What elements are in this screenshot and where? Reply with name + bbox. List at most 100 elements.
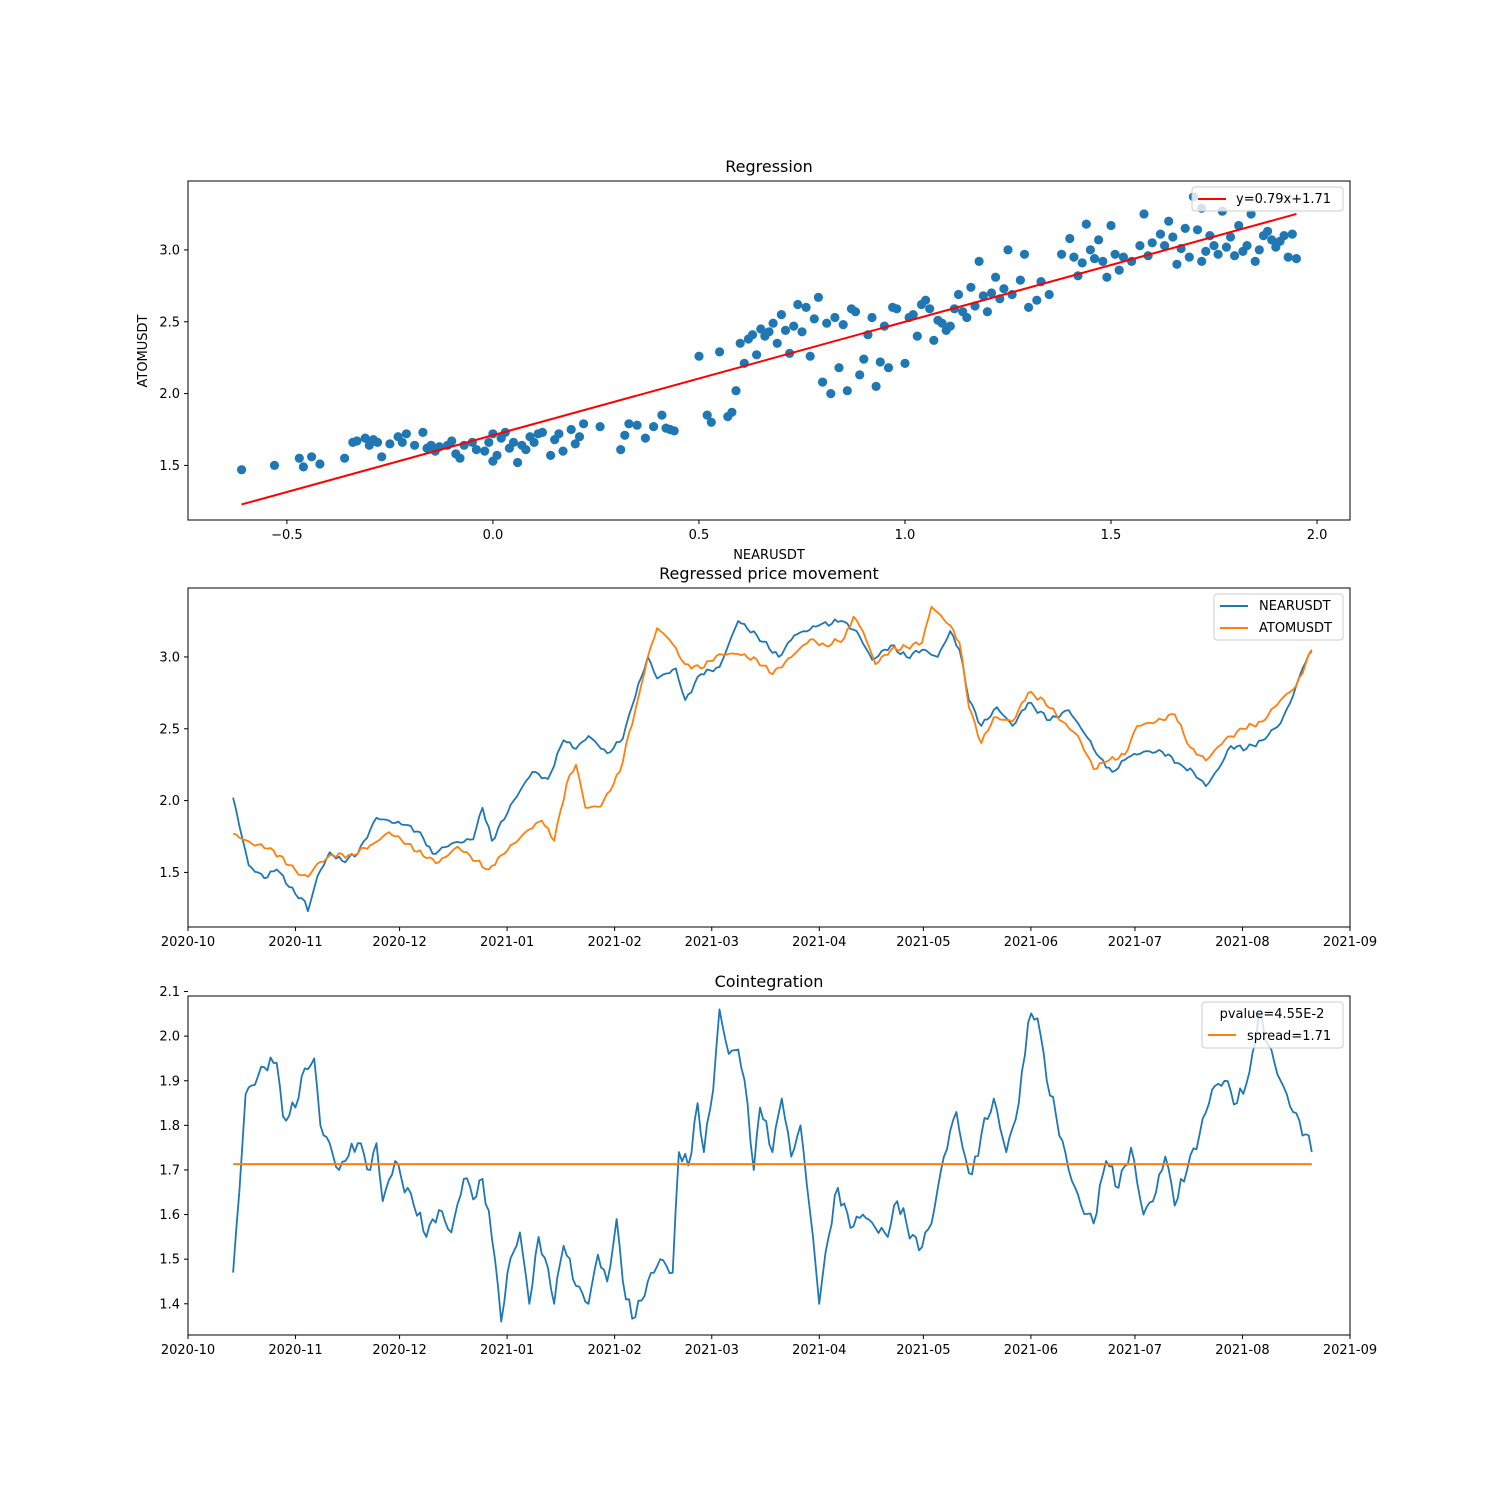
scatter-point: [871, 381, 881, 391]
scatter-point: [875, 357, 885, 367]
scatter-point: [1057, 249, 1067, 259]
x-tick-label: 2021-06: [1004, 1343, 1058, 1358]
y-tick-label: 2.1: [159, 985, 180, 1000]
scatter-point: [554, 429, 564, 439]
scatter-point: [1118, 252, 1128, 262]
scatter-point: [397, 437, 407, 447]
scatter-point: [372, 437, 383, 447]
scatter-point: [731, 386, 741, 396]
scatter-point: [1015, 275, 1025, 285]
y-tick-label: 3.0: [159, 650, 180, 665]
scatter-point: [694, 351, 704, 361]
scatter-point: [747, 330, 758, 340]
scatter-point: [735, 338, 745, 348]
scatter-point: [570, 439, 580, 449]
scatter-point: [834, 363, 844, 373]
scatter-point: [797, 327, 807, 337]
x-tick-label: 2021-06: [1004, 935, 1058, 950]
cointegration-lines: [232, 1008, 1313, 1323]
scatter-point: [801, 302, 811, 312]
scatter-point: [508, 437, 519, 447]
scatter-point: [1024, 302, 1034, 312]
x-tick-label: 2021-08: [1215, 1343, 1269, 1358]
scatter-point: [401, 429, 411, 439]
scatter-point: [1085, 245, 1095, 255]
price-legend-label-atom: ATOMUSDT: [1259, 621, 1332, 636]
scatter-point: [822, 318, 832, 328]
scatter-point: [1164, 216, 1174, 226]
scatter-point: [974, 256, 984, 266]
cointegration-panel: Cointegration 2020-10 2020-11 2020-12 2021-…: [159, 972, 1377, 1358]
scatter-point: [546, 450, 556, 460]
cointegration-series-line: [232, 1008, 1313, 1323]
y-tick-label: 2.0: [159, 794, 180, 809]
regression-legend-box: [1191, 186, 1344, 212]
scatter-point: [867, 312, 877, 323]
scatter-point: [978, 291, 988, 301]
x-tick-label: −0.5: [271, 528, 303, 543]
scatter-point: [1221, 242, 1231, 252]
y-tick-label: 1.6: [159, 1208, 180, 1223]
x-tick-label: 0.0: [483, 528, 504, 543]
cointegration-title: Cointegration: [715, 972, 824, 991]
scatter-point: [850, 307, 861, 317]
price-lines: [232, 605, 1313, 913]
scatter-point: [826, 389, 836, 399]
scatter-point: [1032, 295, 1042, 305]
scatter-point: [1065, 233, 1075, 244]
scatter-point: [579, 419, 589, 429]
scatter-point: [1089, 254, 1100, 264]
scatter-point: [1155, 229, 1166, 239]
scatter-point: [752, 350, 762, 360]
regression-title: Regression: [725, 157, 813, 176]
scatter-point: [471, 445, 481, 455]
x-tick-label: 2021-07: [1108, 1343, 1162, 1358]
price-legend-label-near: NEARUSDT: [1259, 599, 1331, 614]
x-tick-label: 2021-02: [587, 1343, 641, 1358]
scatter-point: [900, 358, 910, 368]
price-panel: Regressed price movement 2020-10 2020-11 2…: [159, 564, 1377, 950]
x-tick-label: 2021-04: [792, 935, 846, 950]
scatter-point: [1242, 241, 1252, 251]
x-tick-label: 2020-12: [372, 1343, 426, 1358]
scatter-point: [715, 347, 725, 357]
scatter-point: [1110, 249, 1120, 259]
scatter-point: [937, 318, 947, 328]
scatter-point: [1230, 251, 1240, 261]
scatter-point: [1019, 249, 1030, 259]
scatter-point: [809, 314, 819, 324]
cointegration-axes-frame: [187, 995, 1351, 1336]
scatter-point: [764, 327, 774, 337]
scatter-point: [1139, 209, 1149, 219]
y-tick-label: 2.5: [159, 722, 180, 737]
x-tick-label: 2.0: [1307, 528, 1328, 543]
y-tick-label: 1.7: [159, 1163, 180, 1178]
scatter-point: [768, 318, 778, 328]
scatter-point: [986, 288, 997, 298]
scatter-point: [1213, 249, 1223, 259]
scatter-point: [962, 312, 972, 323]
scatter-point: [1098, 256, 1108, 266]
scatter-point: [237, 465, 247, 475]
x-tick-label: 2021-07: [1108, 935, 1162, 950]
scatter-point: [1197, 256, 1207, 266]
scatter-point: [447, 436, 457, 446]
x-tick-label: 2021-04: [792, 1343, 846, 1358]
x-tick-label: 1.5: [1101, 528, 1122, 543]
scatter-point: [1192, 225, 1203, 235]
scatter-point: [492, 450, 502, 460]
regression-legend-label: y=0.79x+1.71: [1236, 192, 1331, 207]
cointegration-y-ticks: 1.4 1.5 1.6 1.7 1.8 1.9 2.0 2.1: [159, 985, 188, 1312]
scatter-point: [298, 462, 308, 472]
scatter-point: [1044, 289, 1054, 300]
scatter-point: [776, 310, 787, 320]
scatter-point: [669, 426, 679, 436]
scatter-point: [780, 325, 791, 335]
x-tick-label: 2021-08: [1215, 935, 1269, 950]
regression-x-axis-label: NEARUSDT: [733, 548, 805, 563]
price-y-ticks: 1.5 2.0 2.5 3.0: [159, 650, 188, 881]
scatter-point: [702, 410, 712, 420]
scatter-point: [1172, 259, 1182, 269]
regression-panel: Regression −0.5 0.0 0.5 1.0 1.5 2.0 1.5 2.0 2.5…: [136, 157, 1351, 563]
